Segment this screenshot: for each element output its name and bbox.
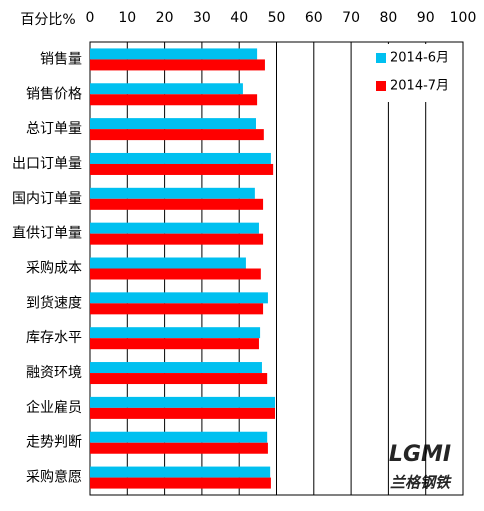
y-tick-label: 采购意愿 — [26, 469, 82, 486]
y-tick-label: 采购成本 — [26, 261, 82, 277]
x-tick-label: 0 — [86, 10, 95, 26]
bar — [90, 407, 276, 419]
bar — [90, 118, 256, 130]
x-tick-label: 70 — [342, 10, 360, 26]
bar — [90, 396, 276, 408]
x-axis-label: 百分比% — [20, 12, 75, 28]
y-tick-label: 出口订单量 — [12, 156, 82, 172]
bar — [90, 373, 268, 385]
bar — [90, 303, 264, 315]
x-tick-label: 80 — [379, 10, 397, 26]
bar — [90, 94, 258, 106]
bar — [90, 187, 255, 199]
legend-label: 2014-7月 — [390, 79, 449, 94]
y-tick-label: 直供订单量 — [12, 225, 82, 242]
y-tick-label: 国内订单量 — [12, 191, 82, 207]
bar — [90, 362, 262, 374]
y-tick-label: 企业雇员 — [26, 399, 82, 416]
bar — [90, 442, 268, 454]
y-tick-label: 销售价格 — [26, 86, 82, 102]
bar — [90, 59, 265, 71]
y-tick-label: 库存水平 — [26, 330, 82, 346]
y-tick-label: 走势判断 — [26, 435, 82, 451]
bar — [90, 83, 243, 95]
x-tick-label: 60 — [305, 10, 323, 26]
x-tick-label: 100 — [450, 10, 477, 26]
y-tick-label: 总订单量 — [26, 121, 82, 137]
bar — [90, 48, 258, 60]
x-tick-label: 10 — [118, 10, 136, 26]
bar — [90, 129, 264, 141]
legend-swatch — [376, 81, 386, 91]
watermark-text: 兰格钢铁 — [390, 474, 452, 492]
bar — [90, 292, 268, 304]
bar — [90, 477, 271, 489]
bar — [90, 222, 259, 234]
y-tick-label: 融资环境 — [26, 365, 82, 381]
legend-swatch — [376, 53, 386, 63]
y-tick-label: 销售量 — [40, 51, 82, 67]
y-tick-label: 到货速度 — [26, 294, 82, 311]
bar — [90, 233, 264, 245]
bar — [90, 268, 261, 280]
x-tick-label: 20 — [156, 10, 174, 26]
bar — [90, 338, 259, 350]
legend-label: 2014-6月 — [390, 51, 449, 66]
bar — [90, 466, 271, 478]
bar — [90, 327, 261, 339]
x-tick-label: 50 — [268, 10, 286, 26]
bar — [90, 257, 246, 269]
x-tick-label: 40 — [230, 10, 248, 26]
x-tick-label: 30 — [193, 10, 211, 26]
bar — [90, 152, 271, 164]
bar — [90, 163, 274, 175]
bar — [90, 431, 268, 443]
watermark-logo: LGMI — [389, 442, 451, 467]
bar — [90, 198, 264, 210]
x-tick-label: 90 — [417, 10, 435, 26]
